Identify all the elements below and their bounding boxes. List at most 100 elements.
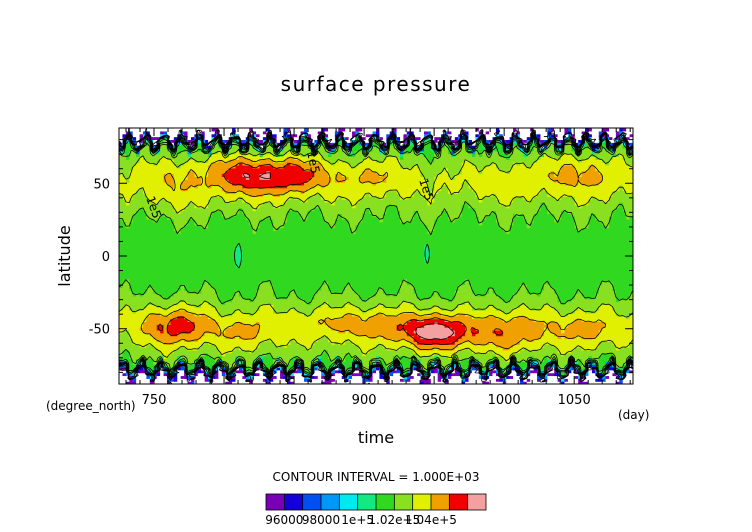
field-cell <box>554 375 559 379</box>
field-cell <box>513 335 518 340</box>
field-cell <box>228 332 233 337</box>
field-cell <box>519 355 524 359</box>
field-cell <box>136 369 141 374</box>
field-cell <box>273 335 278 340</box>
field-cell <box>516 366 521 371</box>
field-cell <box>413 378 418 382</box>
field-cell <box>276 341 281 345</box>
field-cell <box>273 375 278 379</box>
field-cell <box>197 352 202 357</box>
field-cell <box>142 372 148 377</box>
field-cell <box>471 324 476 328</box>
field-cell <box>297 344 302 348</box>
field-cell <box>355 324 360 328</box>
field-cell <box>537 347 542 351</box>
field-cell <box>629 369 633 374</box>
field-cell <box>122 329 127 334</box>
field-cell <box>499 335 504 340</box>
field-cell <box>235 341 240 345</box>
field-cell <box>557 347 562 351</box>
field-cell <box>475 341 480 345</box>
field-cell <box>420 355 425 359</box>
field-cell <box>321 378 326 382</box>
field-cell <box>266 361 271 365</box>
field-cell <box>245 355 250 359</box>
field-cell <box>609 341 614 345</box>
field-cell <box>399 358 405 362</box>
field-cell <box>458 321 463 325</box>
field-cell <box>166 349 171 354</box>
field-cell <box>201 369 206 374</box>
field-cell <box>578 344 583 348</box>
field-cell <box>591 381 596 384</box>
field-cell <box>410 381 415 384</box>
field-cell <box>119 366 124 371</box>
field-cell <box>598 366 603 371</box>
field-cell <box>197 381 202 384</box>
field-cell <box>602 318 607 323</box>
field-cell <box>495 338 500 342</box>
field-cell <box>317 372 322 377</box>
field-cell <box>451 335 456 340</box>
field-cell <box>184 375 189 379</box>
field-cell <box>307 321 312 325</box>
field-cell <box>149 349 154 354</box>
field-cell <box>334 352 339 357</box>
field-cell <box>389 321 394 325</box>
field-cell <box>454 341 459 345</box>
field-cell <box>190 318 195 323</box>
field-cell <box>276 324 281 328</box>
field-cell <box>160 344 165 348</box>
field-cell <box>430 358 435 362</box>
field-cell <box>201 321 206 325</box>
field-cell <box>129 335 134 340</box>
field-cell <box>252 318 257 323</box>
field-cell <box>208 361 213 365</box>
field-cell <box>125 332 130 337</box>
field-cell <box>509 344 514 348</box>
field-cell <box>334 321 339 325</box>
field-cell <box>238 324 243 328</box>
field-cell <box>502 352 507 357</box>
field-cell <box>249 358 254 362</box>
field-cell <box>283 349 288 354</box>
field-cell <box>225 329 230 334</box>
field-cell <box>362 361 367 365</box>
field-cell <box>252 349 257 354</box>
field-cell <box>153 381 158 384</box>
field-cell <box>396 332 401 337</box>
field-cell <box>170 338 175 342</box>
field-cell <box>293 352 298 357</box>
field-cell <box>214 338 219 342</box>
field-cell <box>362 349 367 354</box>
field-cell <box>609 378 614 382</box>
field-cell <box>437 352 442 357</box>
field-cell <box>489 364 494 368</box>
field-cell <box>201 327 206 331</box>
field-cell <box>537 335 542 340</box>
field-cell <box>228 347 233 351</box>
field-cell <box>619 372 624 377</box>
field-cell <box>235 338 240 342</box>
field-cell <box>523 358 528 362</box>
field-cell <box>557 329 562 334</box>
field-cell <box>615 321 620 325</box>
field-cell <box>149 381 154 384</box>
field-cell <box>423 352 428 357</box>
field-cell <box>214 375 219 379</box>
field-cell <box>451 344 456 348</box>
field-cell <box>173 344 178 348</box>
field-cell <box>369 355 374 359</box>
field-cell <box>153 347 158 351</box>
field-cell <box>173 378 178 382</box>
field-cell <box>454 327 459 331</box>
field-cell <box>382 347 387 351</box>
field-cell <box>348 327 353 331</box>
field-cell <box>256 375 261 379</box>
field-cell <box>201 372 206 377</box>
field-cell <box>334 327 339 331</box>
field-cell <box>598 361 603 365</box>
field-cell <box>615 372 620 377</box>
field-cell <box>242 338 247 342</box>
field-cell <box>136 375 141 379</box>
